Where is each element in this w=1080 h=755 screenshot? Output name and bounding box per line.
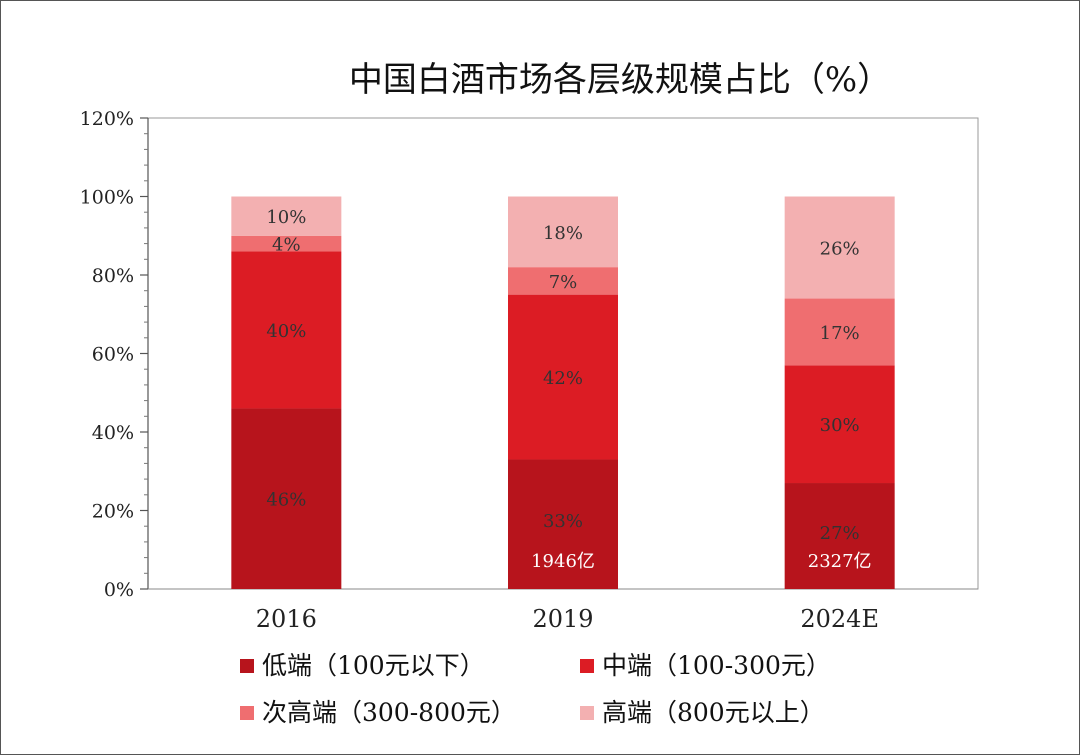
data-label: 7% <box>549 272 578 293</box>
legend-label: 低端（100元以下） <box>262 651 485 680</box>
data-label: 46% <box>266 490 306 511</box>
y-tick-label: 80% <box>92 265 134 287</box>
y-tick-label: 60% <box>92 344 134 366</box>
x-tick-label: 2016 <box>256 605 317 633</box>
legend-label: 次高端（300-800元） <box>262 698 516 727</box>
data-label: 10% <box>266 207 306 228</box>
legend-swatch <box>240 706 254 720</box>
bar-segment <box>508 196 618 268</box>
data-label: 33% <box>543 511 583 532</box>
data-label: 30% <box>820 415 860 436</box>
bar-segment <box>784 483 895 589</box>
bar-segment <box>231 251 342 409</box>
x-tick-label: 2024E <box>800 605 879 633</box>
chart-title: 中国白酒市场各层级规模占比（%） <box>349 60 891 100</box>
x-axis-labels: 2016 2019 2024E <box>256 605 879 633</box>
data-labels: 46% 40% 4% 10% 33% 42% 7% 18% 27% 30% 17% 26% 1946亿 2… <box>266 207 871 572</box>
y-tick-label: 0% <box>104 579 134 601</box>
data-label: 40% <box>266 321 306 342</box>
bar-segment <box>784 298 895 366</box>
y-tick-label: 100% <box>80 187 134 209</box>
x-tick-label: 2019 <box>532 605 593 633</box>
y-tick-label: 120% <box>80 108 134 130</box>
bar-segment <box>508 459 618 589</box>
bar-segment <box>784 365 895 484</box>
legend: 低端（100元以下） 中端（100-300元） 次高端（300-800元） 高端（80… <box>240 651 831 727</box>
bar-segment <box>508 267 618 295</box>
data-label: 27% <box>820 523 860 544</box>
bar-segment <box>784 196 895 299</box>
legend-swatch <box>240 659 254 673</box>
bar-segment <box>508 294 618 460</box>
data-label: 4% <box>272 235 301 256</box>
annotation-label: 2327亿 <box>808 551 872 572</box>
y-tick-label: 40% <box>92 422 134 444</box>
legend-swatch <box>580 706 594 720</box>
data-label: 26% <box>820 239 860 260</box>
data-label: 18% <box>543 223 583 244</box>
legend-label: 高端（800元以上） <box>602 698 825 727</box>
data-label: 17% <box>820 323 860 344</box>
bar-segment <box>231 235 342 252</box>
bar-segment <box>231 408 342 589</box>
annotation-label: 1946亿 <box>531 551 595 572</box>
legend-swatch <box>580 659 594 673</box>
bars <box>231 196 895 589</box>
bar-segment <box>231 196 342 236</box>
legend-label: 中端（100-300元） <box>602 651 831 680</box>
data-label: 42% <box>543 368 583 389</box>
y-tick-label: 20% <box>92 501 134 523</box>
